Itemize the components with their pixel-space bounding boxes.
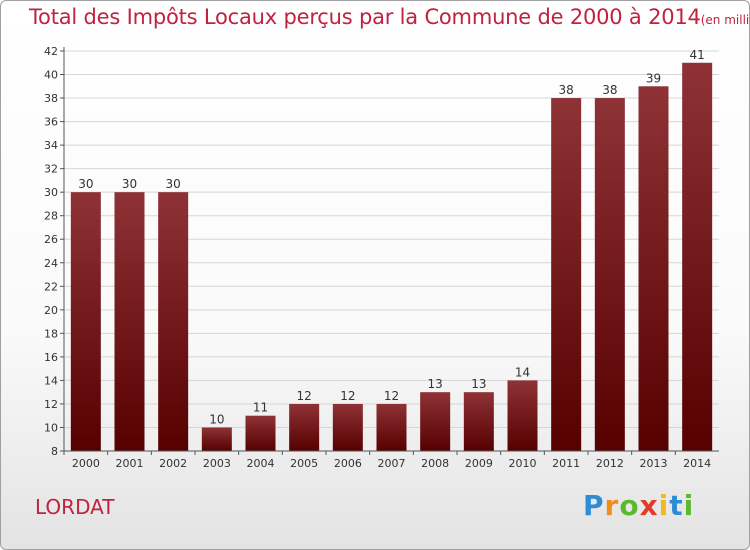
y-tick-label: 8 [51, 445, 58, 458]
logo-letter: t [669, 489, 684, 522]
bar [114, 192, 145, 452]
y-tick-label: 38 [44, 92, 58, 105]
x-tick-label: 2012 [596, 457, 624, 470]
x-tick-label: 2004 [247, 457, 275, 470]
x-tick-label: 2005 [290, 457, 318, 470]
logo-letter: i [658, 489, 670, 522]
x-tick-label: 2014 [683, 457, 711, 470]
y-tick-label: 40 [44, 69, 58, 82]
data-label: 13 [471, 377, 486, 391]
bar [682, 62, 713, 451]
y-tick-label: 10 [44, 421, 58, 434]
x-tick-label: 2006 [334, 457, 362, 470]
data-label: 10 [209, 412, 224, 426]
y-tick-label: 24 [44, 257, 58, 270]
data-label: 41 [690, 48, 705, 62]
bar [551, 98, 582, 451]
y-tick-label: 22 [44, 280, 58, 293]
chart-title-text: Total des Impôts Locaux perçus par la Co… [29, 5, 701, 29]
y-tick-label: 42 [44, 45, 58, 58]
y-tick-label: 20 [44, 304, 58, 317]
x-tick-label: 2001 [116, 457, 144, 470]
x-tick-label: 2002 [159, 457, 187, 470]
y-tick-label: 18 [44, 327, 58, 340]
data-label: 13 [428, 377, 443, 391]
bar [70, 192, 101, 452]
axes [60, 47, 719, 455]
y-tick-label: 30 [44, 186, 58, 199]
bar [376, 403, 407, 451]
data-label: 30 [78, 177, 93, 191]
logo-letter: i [683, 489, 695, 522]
x-tick-label: 2011 [552, 457, 580, 470]
y-tick-label: 28 [44, 210, 58, 223]
x-tick-label: 2013 [640, 457, 668, 470]
y-tick-label: 32 [44, 163, 58, 176]
commune-name: LORDAT [35, 495, 115, 519]
y-tick-label: 34 [44, 139, 58, 152]
chart-title-unit: (en milliers d'€) [700, 13, 750, 27]
logo-letter: o [619, 489, 640, 522]
proxiti-logo: Proxiti [583, 489, 694, 522]
data-label: 11 [253, 401, 268, 415]
data-label: 12 [384, 389, 399, 403]
bar [638, 86, 669, 451]
y-tick-label: 16 [44, 351, 58, 364]
y-tick-label: 14 [44, 374, 58, 387]
x-tick-label: 2000 [72, 457, 100, 470]
data-label: 30 [122, 177, 137, 191]
bar [463, 392, 494, 451]
y-tick-label: 36 [44, 116, 58, 129]
chart-title: Total des Impôts Locaux perçus par la Co… [29, 5, 750, 29]
x-tick-label: 2009 [465, 457, 493, 470]
bar [289, 403, 320, 451]
bar [594, 98, 625, 451]
labels: 8 10 12 14 16 18 20 22 24 26 28 30 32 34 36 38 40 42 30 200… [44, 45, 711, 470]
bars [70, 62, 713, 452]
x-tick-label: 2003 [203, 457, 231, 470]
bar [420, 392, 451, 451]
bar [245, 415, 276, 451]
data-label: 38 [602, 83, 617, 97]
data-label: 38 [559, 83, 574, 97]
x-tick-label: 2007 [378, 457, 406, 470]
bar [332, 403, 363, 451]
bar [158, 192, 189, 452]
bar [201, 427, 232, 451]
data-label: 12 [340, 389, 355, 403]
x-tick-label: 2008 [421, 457, 449, 470]
data-label: 39 [646, 71, 661, 85]
y-tick-label: 12 [44, 398, 58, 411]
bar [507, 380, 538, 451]
data-label: 30 [166, 177, 181, 191]
data-label: 12 [297, 389, 312, 403]
logo-letter: P [583, 489, 605, 522]
logo-letter: x [639, 489, 659, 522]
logo-letter: r [604, 489, 620, 522]
y-tick-label: 26 [44, 233, 58, 246]
data-label: 14 [515, 365, 530, 379]
x-tick-label: 2010 [509, 457, 537, 470]
